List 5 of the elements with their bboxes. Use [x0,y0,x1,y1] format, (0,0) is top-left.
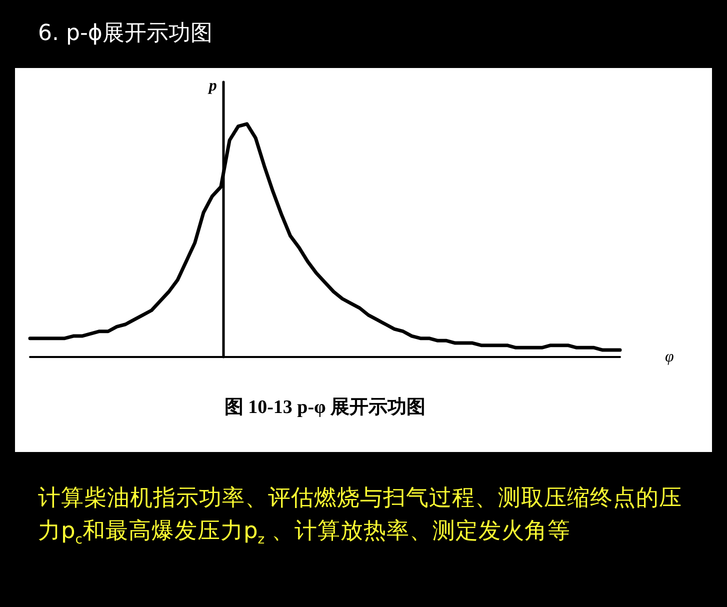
text: 计算柴油机指示功率、评估燃烧与扫气过程、测取压缩终点的压力p$_{c}$和最高爆发压力p$_{z}$ 、计算放热率、测定发火角等 [38,484,683,550]
caption: 图 10-13 p-φ 展开示功图 [223,396,427,420]
chart-title: 6. p-ϕ展开示功图 [38,20,212,48]
x-axis-title: φ [665,348,674,366]
y-axis-title: p [206,78,217,94]
